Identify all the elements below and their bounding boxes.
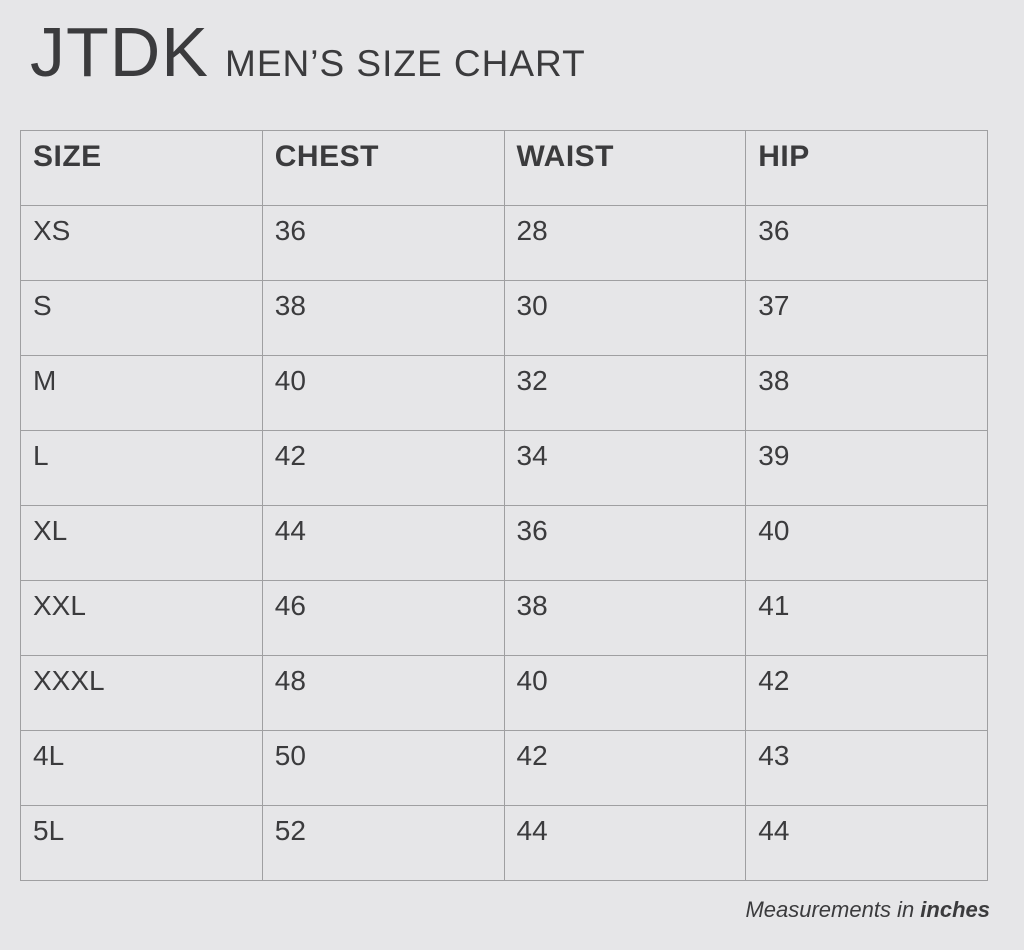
measurement-note: Measurements in inches	[745, 897, 990, 923]
measurement-cell: 40	[503, 655, 747, 731]
measurement-cell: 36	[261, 205, 505, 281]
table-row-s: S 38 30 37	[20, 280, 988, 356]
column-header-hip: HIP	[745, 130, 988, 206]
measurement-cell: 44	[261, 505, 505, 581]
table-row-4l: 4L 50 42 43	[20, 730, 988, 806]
size-chart-table: SIZE CHEST WAIST HIP XS 36 28 36 S 38 30 37 M 40 32 38…	[20, 130, 988, 881]
table-header-row: SIZE CHEST WAIST HIP	[20, 130, 988, 206]
size-label-cell: XS	[20, 205, 263, 281]
table-row-xs: XS 36 28 36	[20, 205, 988, 281]
table-row-5l: 5L 52 44 44	[20, 805, 988, 881]
measurement-cell: 44	[503, 805, 747, 881]
measurement-cell: 48	[261, 655, 505, 731]
measurement-cell: 40	[745, 505, 988, 581]
measurement-cell: 50	[261, 730, 505, 806]
measurement-cell: 36	[503, 505, 747, 581]
column-header-size: SIZE	[20, 130, 263, 206]
measurement-cell: 44	[745, 805, 988, 881]
measurement-cell: 38	[503, 580, 747, 656]
size-label-cell: L	[20, 430, 263, 506]
measurement-cell: 38	[745, 355, 988, 431]
size-label-cell: M	[20, 355, 263, 431]
measurement-cell: 42	[261, 430, 505, 506]
measurement-cell: 42	[503, 730, 747, 806]
measurement-cell: 42	[745, 655, 988, 731]
measurement-cell: 38	[261, 280, 505, 356]
page-subtitle: MEN’S SIZE CHART	[225, 43, 586, 84]
size-label-cell: XL	[20, 505, 263, 581]
measurement-cell: 43	[745, 730, 988, 806]
measurement-unit: inches	[920, 897, 990, 922]
measurement-note-text: Measurements in	[745, 897, 921, 922]
measurement-cell: 41	[745, 580, 988, 656]
measurement-cell: 39	[745, 430, 988, 506]
table-row-xxxl: XXXL 48 40 42	[20, 655, 988, 731]
table-row-xxl: XXL 46 38 41	[20, 580, 988, 656]
table-header: SIZE CHEST WAIST HIP	[20, 130, 988, 206]
measurement-cell: 28	[503, 205, 747, 281]
page-title: JTDK MEN’S SIZE CHART	[30, 14, 586, 91]
table-body: XS 36 28 36 S 38 30 37 M 40 32 38 L 42 34 39 XL 44 36 40 XXL…	[20, 205, 988, 881]
measurement-cell: 36	[745, 205, 988, 281]
column-header-chest: CHEST	[261, 130, 505, 206]
size-label-cell: XXL	[20, 580, 263, 656]
table-row-xl: XL 44 36 40	[20, 505, 988, 581]
brand-logo-text: JTDK	[30, 13, 209, 91]
size-label-cell: XXXL	[20, 655, 263, 731]
column-header-waist: WAIST	[503, 130, 747, 206]
measurement-cell: 37	[745, 280, 988, 356]
measurement-cell: 40	[261, 355, 505, 431]
size-label-cell: 4L	[20, 730, 263, 806]
measurement-cell: 32	[503, 355, 747, 431]
measurement-cell: 34	[503, 430, 747, 506]
size-label-cell: S	[20, 280, 263, 356]
table-row-l: L 42 34 39	[20, 430, 988, 506]
size-label-cell: 5L	[20, 805, 263, 881]
table-row-m: M 40 32 38	[20, 355, 988, 431]
measurement-cell: 52	[261, 805, 505, 881]
measurement-cell: 46	[261, 580, 505, 656]
measurement-cell: 30	[503, 280, 747, 356]
